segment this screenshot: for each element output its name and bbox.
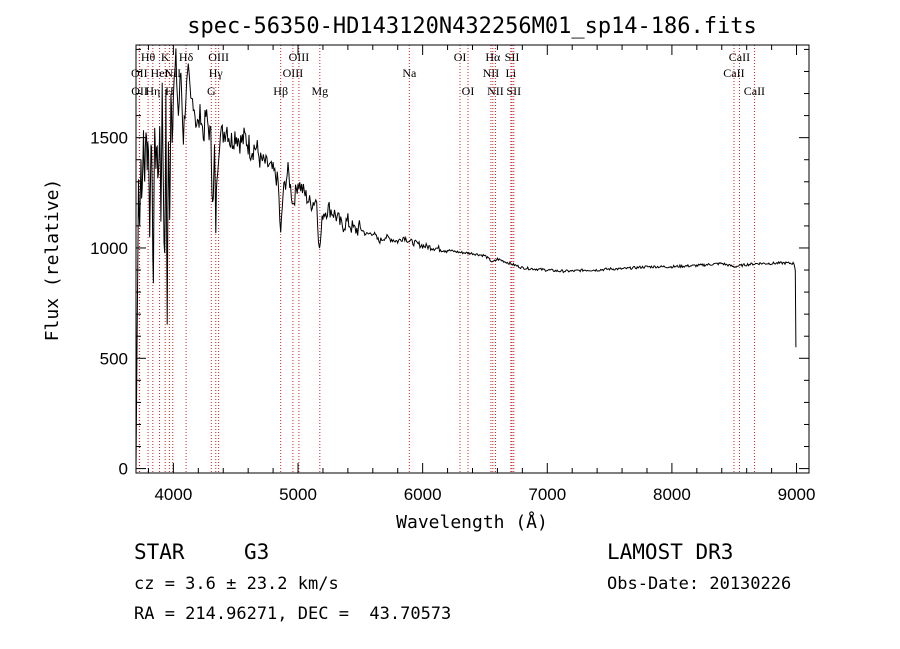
- survey-label: LAMOST DR3: [607, 540, 734, 564]
- line-label: OIII: [283, 66, 304, 80]
- line-label: NII: [483, 66, 500, 80]
- redshift-readout: cz = 3.6 ± 23.2 km/s: [134, 574, 339, 594]
- x-tick-label: 4000: [154, 485, 192, 504]
- spectral-line-markers: [138, 45, 755, 473]
- line-label: H: [165, 84, 174, 98]
- line-label: CaII: [723, 66, 744, 80]
- line-label: Hη: [145, 84, 160, 98]
- line-label: CaII: [729, 50, 750, 64]
- x-tick-label: 6000: [404, 485, 442, 504]
- y-tick-label: 1500: [90, 129, 128, 148]
- line-label: K: [161, 50, 170, 64]
- x-tick-label: 8000: [653, 485, 691, 504]
- line-label: OI: [454, 50, 467, 64]
- line-label: CaII: [744, 84, 765, 98]
- y-axis-ticks: 0 500 1000 1500: [90, 48, 809, 479]
- x-tick-label: 9000: [778, 485, 816, 504]
- y-tick-label: 500: [100, 349, 128, 368]
- x-tick-label: 7000: [528, 485, 566, 504]
- spectrum-line: [135, 48, 797, 469]
- coordinates-readout: RA = 214.96271, DEC = 43.70573: [134, 604, 452, 624]
- line-label: Li: [506, 66, 517, 80]
- line-label: Hα: [485, 50, 501, 64]
- y-axis-label: Flux (relative): [42, 179, 63, 342]
- line-label: OII: [131, 84, 148, 98]
- chart-title: spec-56350-HD143120N432256M01_sp14-186.f…: [187, 14, 757, 39]
- class-label: STAR: [134, 540, 185, 564]
- x-tick-label: 5000: [279, 485, 317, 504]
- plot-frame: [135, 44, 810, 474]
- y-tick-label: 1000: [90, 239, 128, 258]
- line-label: SII: [506, 84, 521, 98]
- line-label: OII: [131, 66, 148, 80]
- x-axis-ticks: 4000 5000 6000 7000 8000 9000: [147, 45, 816, 504]
- line-label: NII: [487, 84, 504, 98]
- obs-date-readout: Obs-Date: 20130226: [607, 574, 792, 594]
- line-label: OI: [462, 84, 475, 98]
- line-label: Na: [402, 66, 417, 80]
- x-axis-label: Wavelength (Å): [396, 511, 548, 533]
- line-label: OIII: [289, 50, 310, 64]
- line-label: Hδ: [179, 50, 194, 64]
- line-label: G: [207, 84, 216, 98]
- line-label: Hθ: [141, 50, 156, 64]
- spectrum-chart: spec-56350-HD143120N432256M01_sp14-186.f…: [42, 14, 816, 533]
- line-label: Hγ: [209, 66, 224, 80]
- y-tick-label: 0: [119, 460, 128, 479]
- line-label: Mg: [311, 84, 328, 98]
- line-label: Hβ: [273, 84, 288, 98]
- line-label: NII: [164, 66, 181, 80]
- subclass-label: G3: [244, 540, 270, 564]
- line-label: HeI: [151, 66, 169, 80]
- line-label: OIII: [208, 50, 229, 64]
- line-label: SII: [505, 50, 520, 64]
